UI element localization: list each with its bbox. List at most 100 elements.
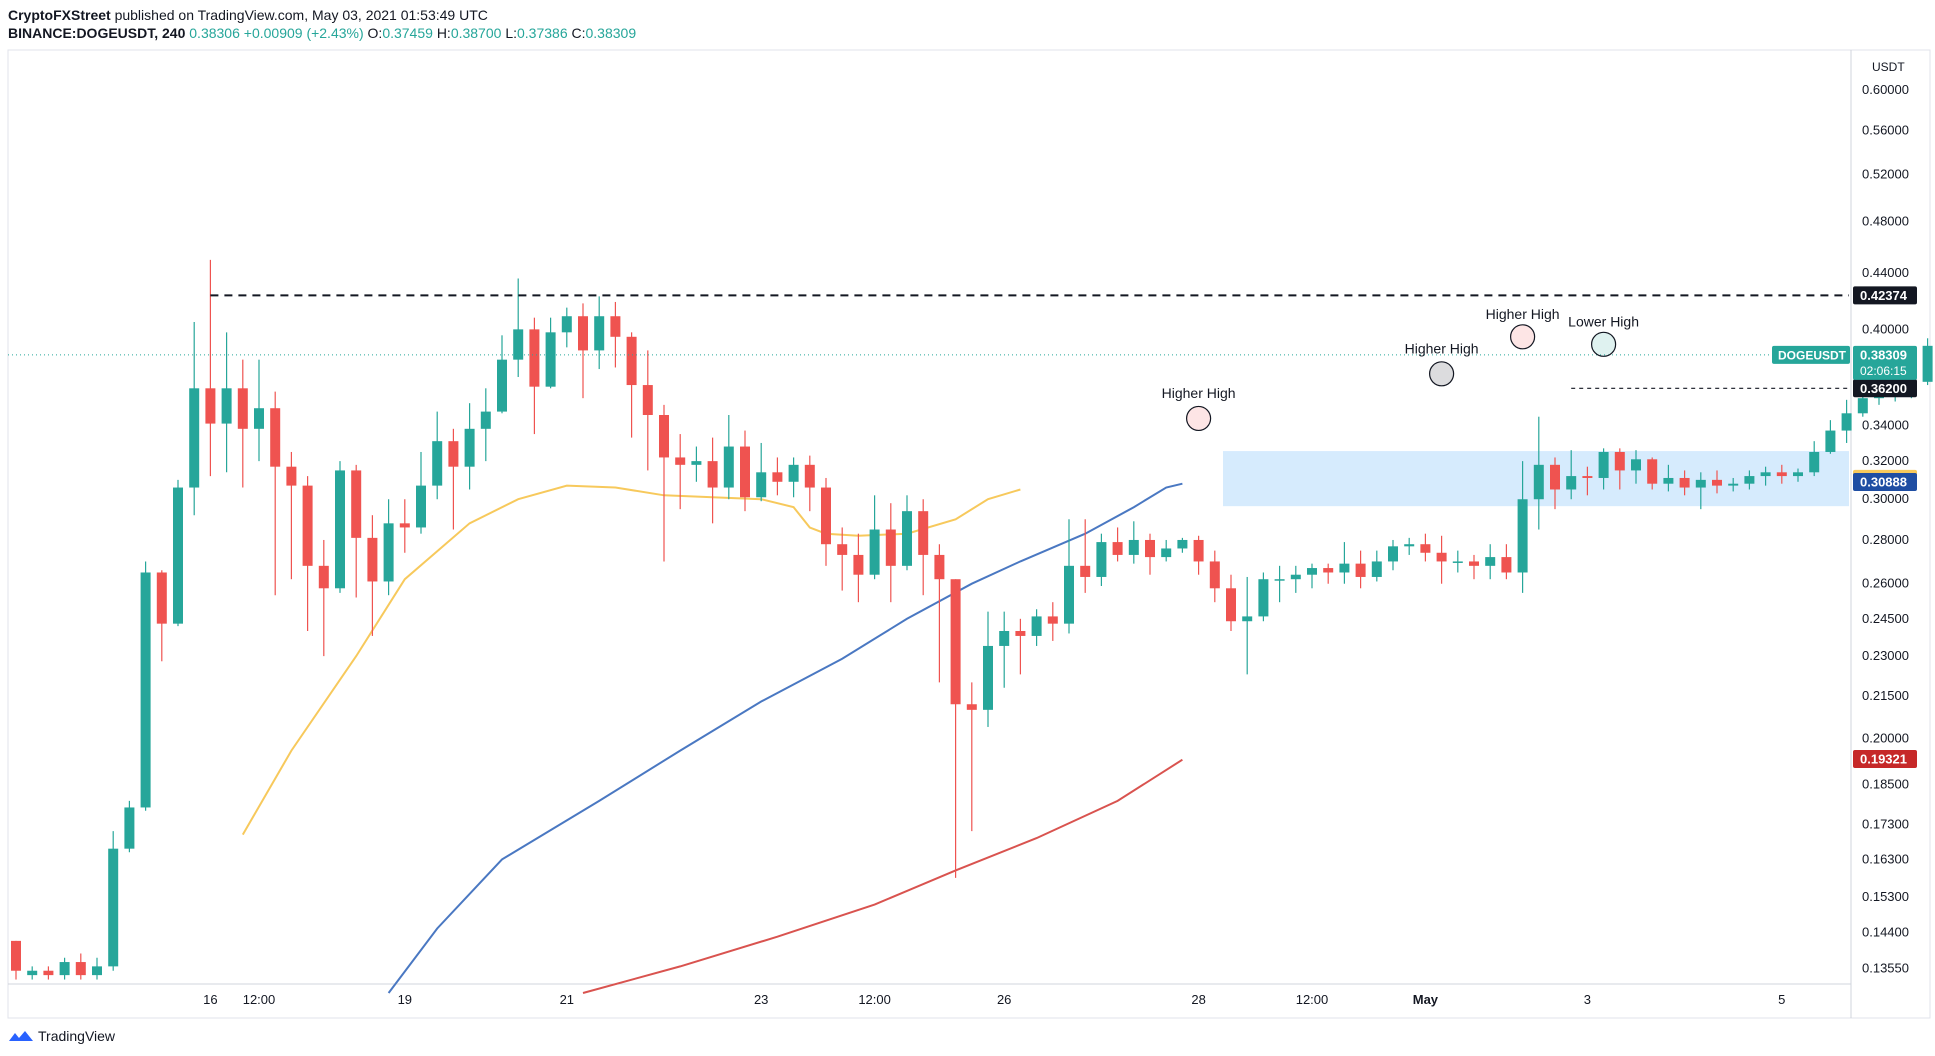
- candle: [1598, 448, 1609, 490]
- price-label: 0.19321: [1860, 752, 1907, 767]
- candle-body: [1096, 542, 1107, 577]
- ohlc-line: BINANCE:DOGEUSDT, 240 0.38306 +0.00909 (…: [8, 24, 636, 42]
- candle: [1452, 550, 1463, 573]
- open-label: O:: [367, 25, 383, 41]
- price-tick-label: 0.48000: [1862, 214, 1909, 229]
- candle-body: [1679, 477, 1690, 488]
- price-tick-label: 0.24500: [1862, 611, 1909, 626]
- candle: [885, 503, 896, 603]
- candle-body: [1404, 544, 1415, 547]
- candle: [302, 476, 313, 631]
- footer-brand[interactable]: TradingView: [38, 1028, 116, 1044]
- candle: [740, 430, 750, 512]
- candle-body: [1145, 539, 1155, 558]
- candle: [675, 434, 686, 510]
- low-value: 0.37386: [517, 25, 568, 41]
- candle-body: [1047, 616, 1058, 624]
- candle-body: [59, 962, 70, 976]
- candle: [1631, 450, 1641, 484]
- candle: [642, 350, 653, 471]
- time-tick-label: 19: [398, 992, 412, 1007]
- candle-body: [1242, 616, 1253, 622]
- candle-body: [545, 332, 556, 387]
- candle-body: [1728, 483, 1739, 486]
- candle-body: [173, 487, 183, 624]
- close-label: C:: [571, 25, 586, 41]
- candle: [610, 301, 621, 368]
- candle: [221, 332, 232, 473]
- candle: [529, 317, 540, 435]
- candle: [1177, 537, 1188, 553]
- time-axis[interactable]: 16 12:00 19 21 23 12:00 26 28 12:00 May 3 5: [203, 992, 1785, 1007]
- candle: [1290, 565, 1301, 593]
- price-tick-label: 0.13550: [1862, 961, 1909, 976]
- candle: [983, 611, 993, 727]
- candle-body: [756, 472, 767, 498]
- candle: [1501, 544, 1512, 580]
- candle-body: [1080, 565, 1091, 577]
- candle-body: [1922, 345, 1933, 382]
- candle-body: [108, 848, 119, 967]
- candle-body: [869, 529, 880, 575]
- candle: [124, 800, 135, 853]
- candle: [1793, 468, 1803, 482]
- publish-line: CryptoFXStreet published on TradingView.…: [8, 6, 636, 24]
- candle: [1436, 535, 1447, 584]
- open-value: 0.37459: [382, 25, 433, 41]
- candle-body: [1355, 563, 1366, 577]
- candle: [318, 539, 329, 657]
- publisher-name[interactable]: CryptoFXStreet: [8, 7, 111, 23]
- candle: [497, 335, 507, 414]
- candle-body: [1193, 539, 1204, 562]
- candle: [1825, 420, 1836, 454]
- candle: [189, 322, 200, 516]
- candle-body: [92, 966, 102, 976]
- candle-body: [1809, 451, 1820, 473]
- candle: [464, 403, 475, 490]
- candle-body: [1031, 616, 1042, 636]
- candle: [448, 428, 459, 530]
- candle-body: [1469, 561, 1479, 566]
- candle-body: [1517, 499, 1528, 573]
- candle: [1242, 576, 1253, 675]
- price-tick-label: 0.56000: [1862, 123, 1909, 138]
- candle-body: [513, 329, 524, 360]
- published-text: published on TradingView.com, May 03, 20…: [114, 7, 488, 23]
- candle: [92, 957, 102, 980]
- candle-body: [75, 962, 86, 976]
- candle: [1679, 470, 1690, 496]
- candle-body: [1161, 548, 1172, 558]
- candle: [788, 457, 799, 498]
- candle-body: [140, 572, 151, 808]
- candle-body: [659, 414, 669, 458]
- candle: [626, 332, 637, 438]
- candle-body: [966, 704, 977, 710]
- candle-body: [1793, 472, 1803, 477]
- candle-body: [642, 385, 653, 415]
- candle-body: [1015, 630, 1026, 636]
- candle: [1145, 533, 1155, 575]
- candle-body: [254, 408, 264, 429]
- candle: [1096, 533, 1107, 587]
- candle: [383, 499, 394, 596]
- candle-body: [1760, 472, 1771, 477]
- high-label: H:: [436, 25, 451, 41]
- candle: [43, 966, 54, 980]
- candle-body: [448, 441, 459, 467]
- candle: [1193, 535, 1204, 575]
- candle: [1922, 338, 1933, 386]
- price-axis[interactable]: 0.60000 0.56000 0.52000 0.48000 0.44000 0.400…: [1862, 60, 1909, 976]
- time-tick-label: 12:00: [858, 992, 891, 1007]
- time-tick-label: 3: [1584, 992, 1591, 1007]
- candle-body: [1533, 464, 1544, 500]
- symbol-label[interactable]: BINANCE:DOGEUSDT, 240: [8, 25, 186, 41]
- candle-body: [1064, 565, 1074, 624]
- candles[interactable]: [11, 259, 1935, 980]
- candle-body: [399, 523, 410, 528]
- price-tick-label: 0.16300: [1862, 851, 1909, 866]
- time-tick-label: May: [1413, 992, 1439, 1007]
- candle: [934, 544, 945, 683]
- candle-body: [561, 316, 572, 333]
- price-tick-label: 0.23000: [1862, 648, 1909, 663]
